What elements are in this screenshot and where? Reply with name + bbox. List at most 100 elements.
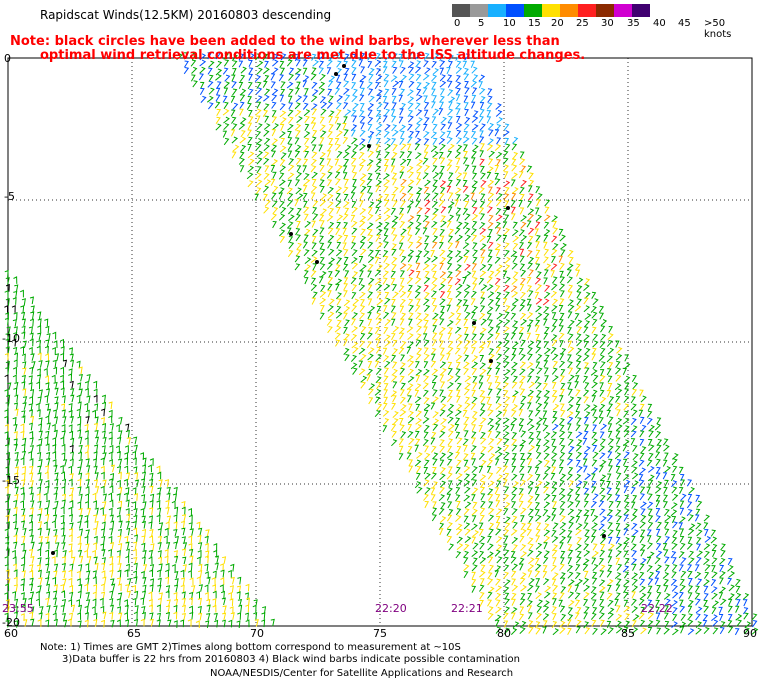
wind-barb <box>85 486 90 494</box>
wind-barb <box>480 143 485 151</box>
wind-barb <box>61 409 66 418</box>
wind-barb <box>472 530 480 537</box>
wind-barb <box>526 242 533 250</box>
wind-barb <box>343 73 348 81</box>
wind-barb <box>670 474 676 482</box>
wind-barb <box>584 424 590 432</box>
wind-barb <box>367 206 373 215</box>
wind-barb <box>367 263 374 271</box>
wind-barb <box>519 402 525 410</box>
wind-barb <box>351 129 356 137</box>
wind-barb <box>149 478 154 487</box>
wind-barb <box>422 215 430 223</box>
wind-barb <box>454 187 462 195</box>
wind-barb <box>511 536 519 544</box>
note-line-2: optimal wind retrieval conditions are me… <box>40 48 586 63</box>
wind-barb <box>615 388 623 396</box>
wind-barb <box>100 528 106 536</box>
wind-barb <box>599 591 605 599</box>
wind-barb <box>463 479 471 487</box>
wind-barb <box>591 353 597 361</box>
wind-barb <box>4 443 9 452</box>
wind-barb <box>520 620 527 628</box>
wind-barb <box>60 527 65 536</box>
wind-barb <box>253 611 258 620</box>
wind-barb <box>399 108 404 116</box>
wind-barb <box>519 193 525 202</box>
wind-barb <box>470 228 477 236</box>
wind-barb <box>133 436 138 445</box>
wind-barb <box>512 221 518 229</box>
wind-barb <box>464 227 471 235</box>
wind-barb <box>528 179 535 187</box>
wind-barb <box>5 541 10 550</box>
wind-barb <box>422 382 429 390</box>
wind-barb <box>543 256 549 264</box>
wind-barb <box>535 514 542 522</box>
wind-barb <box>647 521 654 530</box>
wind-barb <box>478 186 485 194</box>
wind-barb <box>511 563 519 571</box>
wind-barb <box>487 333 494 341</box>
wind-barb <box>478 375 484 383</box>
wind-barb <box>85 444 90 453</box>
wind-barb <box>448 192 454 200</box>
wind-barb <box>304 137 310 145</box>
wind-barb <box>496 388 502 396</box>
wind-barb <box>69 451 74 460</box>
wind-barb <box>236 620 241 629</box>
wind-barb <box>639 619 646 627</box>
wind-barb <box>446 410 454 417</box>
wind-barb <box>486 171 492 179</box>
wind-barb <box>430 487 436 495</box>
wind-barb <box>255 187 262 195</box>
chart-title: Rapidscat Winds(12.5KM) 20160803 descend… <box>40 8 332 22</box>
wind-barb <box>472 487 479 495</box>
wind-barb <box>710 529 717 537</box>
wind-barb <box>367 150 374 158</box>
wind-barb <box>664 605 669 613</box>
wind-barb <box>488 353 495 361</box>
wind-barb <box>470 80 478 88</box>
wind-barb <box>319 157 325 166</box>
wind-barb <box>311 108 318 116</box>
wind-barb <box>432 157 438 165</box>
wind-barb <box>391 227 396 235</box>
wind-barb <box>391 402 397 410</box>
wind-barb <box>567 607 573 615</box>
wind-barb <box>431 382 437 390</box>
wind-barb <box>447 332 452 340</box>
wind-barb <box>447 361 453 369</box>
wind-barb <box>544 206 550 214</box>
wind-barb <box>375 129 382 137</box>
wind-barb <box>166 541 171 550</box>
wind-barb <box>503 319 511 327</box>
wind-barb <box>167 619 172 628</box>
wind-barb <box>511 381 518 389</box>
wind-barb <box>478 465 484 474</box>
wind-barb <box>607 627 614 635</box>
wind-barb <box>600 515 607 523</box>
wind-barb <box>109 542 115 550</box>
wind-barb <box>352 367 358 375</box>
wind-barb <box>608 362 614 370</box>
wind-barb <box>52 590 58 599</box>
wind-barb <box>327 130 333 138</box>
wind-barb <box>399 375 405 383</box>
wind-barb <box>240 66 247 74</box>
wind-barb <box>53 570 58 579</box>
wind-barb <box>607 522 613 530</box>
wind-barb <box>336 298 342 306</box>
wind-barb <box>374 278 382 286</box>
wind-barb <box>239 101 245 109</box>
wind-barb <box>544 284 551 292</box>
wind-barb <box>215 68 223 76</box>
wind-barb <box>495 346 502 354</box>
wind-barb <box>664 528 670 536</box>
wind-barb <box>60 506 65 515</box>
wind-barb <box>52 612 57 621</box>
wind-barb <box>526 332 532 340</box>
wind-barb <box>359 158 366 166</box>
wind-barb <box>384 165 389 173</box>
wind-barb <box>374 360 380 368</box>
